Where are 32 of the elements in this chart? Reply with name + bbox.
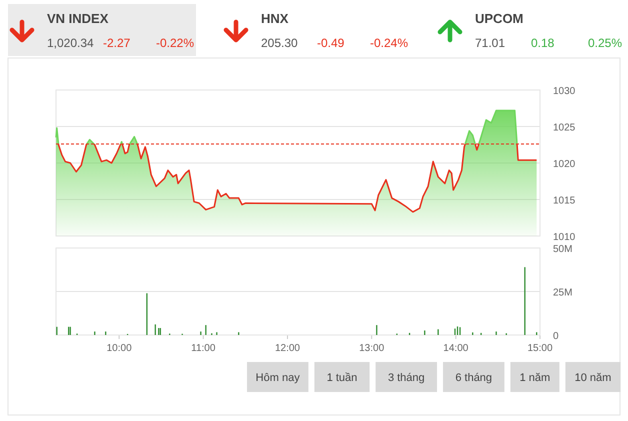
y-tick-label: 1030 bbox=[553, 86, 576, 97]
text: UPCOM bbox=[475, 11, 524, 26]
y-tick-label: 1010 bbox=[553, 232, 576, 243]
text: 0.18 bbox=[531, 36, 555, 50]
y-tick-label: 0 bbox=[553, 331, 559, 342]
y-tick-label: 1025 bbox=[553, 122, 576, 134]
text: 205.30 bbox=[261, 36, 298, 50]
x-tick-label: 14:00 bbox=[443, 343, 469, 354]
x-tick-label: 13:00 bbox=[359, 343, 385, 354]
text: 1,020.34 bbox=[47, 36, 94, 50]
text: 10 năm bbox=[574, 372, 612, 384]
text: -0.22% bbox=[156, 36, 194, 50]
text: Hôm nay bbox=[256, 372, 300, 384]
y-tick-label: 1015 bbox=[553, 196, 576, 206]
x-tick-label: 10:00 bbox=[106, 343, 132, 354]
text: -0.49 bbox=[317, 36, 345, 50]
text: 1 tuần bbox=[326, 372, 358, 384]
x-tick-label: 12:00 bbox=[274, 343, 300, 354]
y-tick-label: 1020 bbox=[553, 159, 576, 170]
x-tick-label: 11:00 bbox=[191, 343, 216, 354]
text: -0.24% bbox=[370, 36, 408, 50]
text: 71.01 bbox=[475, 36, 506, 50]
y-tick-label: 50M bbox=[553, 244, 572, 255]
text: -2.27 bbox=[103, 36, 131, 50]
y-tick-label: 25M bbox=[553, 288, 572, 298]
text: 1 năm bbox=[520, 372, 550, 384]
text: 0.25% bbox=[588, 36, 622, 50]
text: HNX bbox=[261, 11, 289, 26]
text: 6 tháng bbox=[455, 372, 492, 384]
text: 3 tháng bbox=[388, 372, 425, 384]
text: VN INDEX bbox=[47, 11, 109, 26]
x-tick-label: 15:00 bbox=[527, 343, 553, 354]
